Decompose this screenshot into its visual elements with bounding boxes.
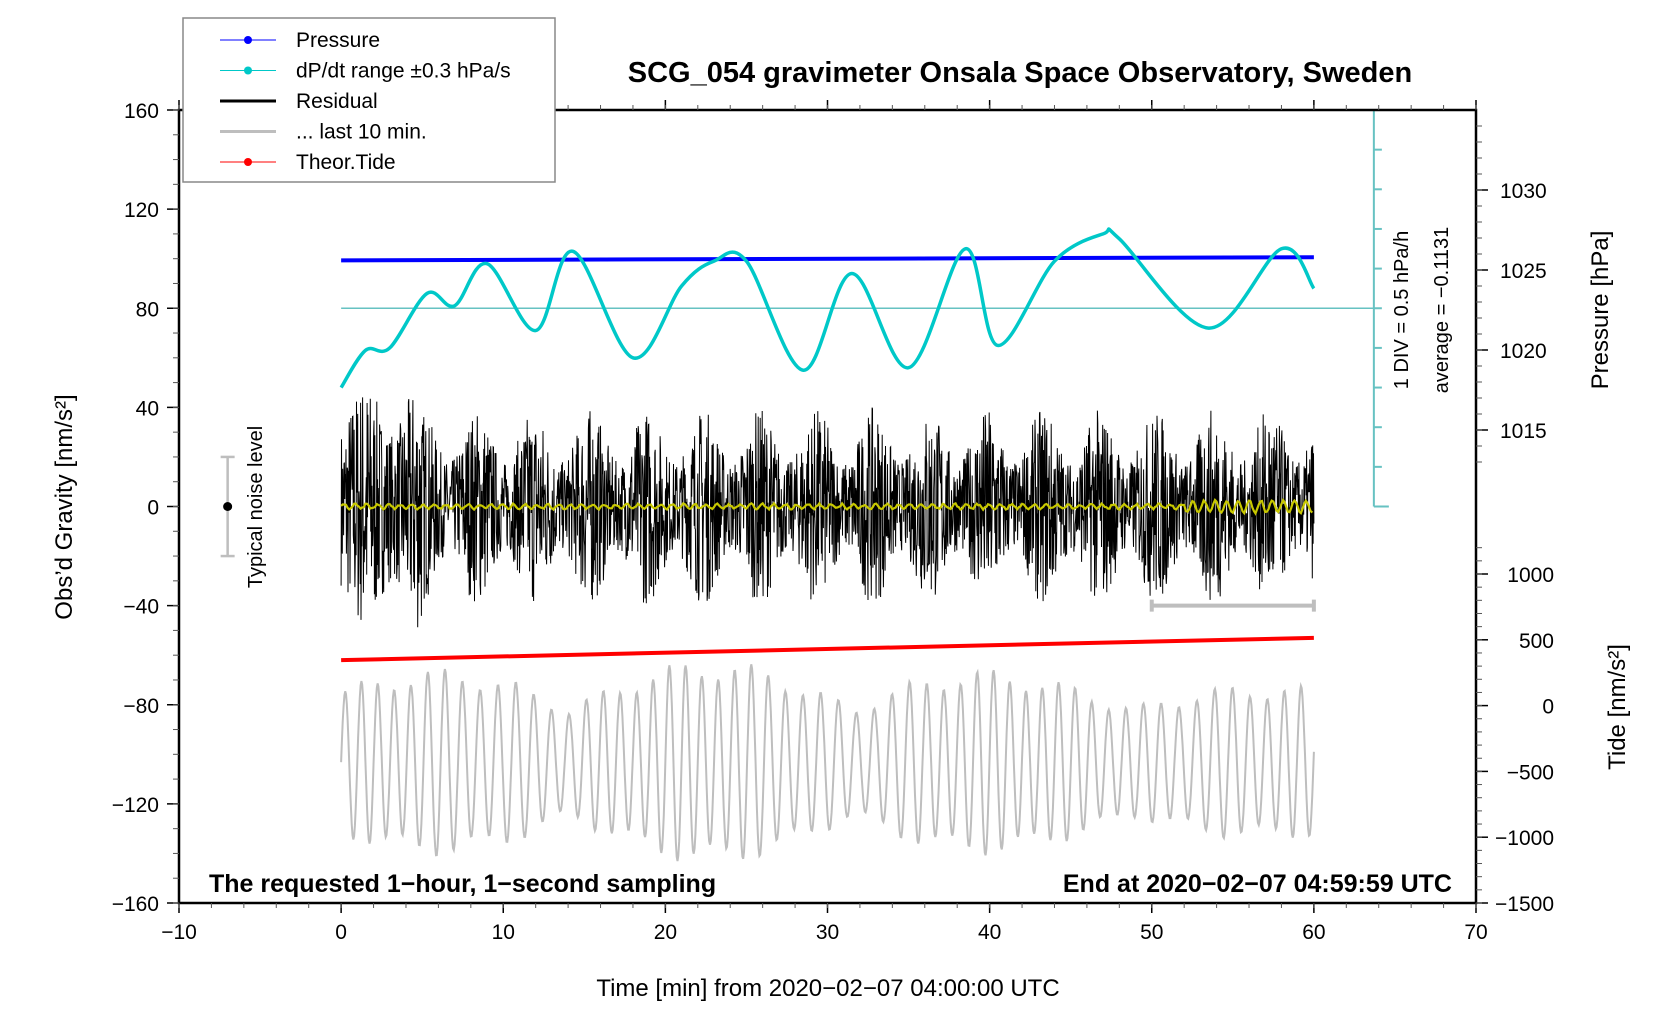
y-tick-label: −160 <box>112 893 159 916</box>
y-tick-label: −40 <box>123 596 159 619</box>
noise-bar-dot <box>223 502 233 511</box>
legend: Pressure dP/dt range ±0.3 hPa/s Residual..… <box>182 17 556 183</box>
axes: −10 0 10 20 30 40 50 60 70−160−120−80−4004080120… <box>112 100 1554 944</box>
x-tick-label: 30 <box>816 921 839 944</box>
y-tick-label: 80 <box>136 298 159 321</box>
legend-marker <box>244 158 252 166</box>
x-tick-label: −10 <box>161 921 197 944</box>
x-axis-label: Time [min] from 2020−02−07 04:00:00 UTC <box>596 975 1059 1002</box>
tide-tick-label: −500 <box>1507 761 1554 784</box>
pressure-line <box>341 255 1314 263</box>
legend-label: dP/dt range ±0.3 hPa/s <box>296 60 511 83</box>
end-time-note: End at 2020−02−07 04:59:59 UTC <box>1063 870 1452 898</box>
tide-series <box>340 664 1315 862</box>
theor-tide-line <box>341 635 1314 663</box>
tide-tick-label: −1000 <box>1495 827 1554 850</box>
tide-axis-label: Tide [nm/s²] <box>1604 644 1631 770</box>
chart-title: SCG_054 gravimeter Onsala Space Observat… <box>628 57 1412 89</box>
x-tick-label: 40 <box>978 921 1001 944</box>
legend-marker <box>244 66 252 75</box>
x-tick-label: 10 <box>492 921 515 944</box>
pressure-tick-label: 1030 <box>1500 180 1547 203</box>
x-tick-label: 50 <box>1140 921 1163 944</box>
legend-label: Residual <box>296 90 378 113</box>
tide-tick-label: −1500 <box>1495 893 1554 916</box>
residual-smoothed-line <box>340 497 1314 516</box>
x-tick-label: 70 <box>1464 921 1487 944</box>
y-tick-label: 0 <box>147 497 159 520</box>
residual-line <box>340 397 1315 628</box>
sampling-note: The requested 1−hour, 1−second sampling <box>209 870 716 898</box>
legend-marker <box>244 36 252 44</box>
overlay-series <box>220 109 1389 663</box>
tide-tick-label: 0 <box>1542 696 1554 719</box>
pressure-tick-label: 1020 <box>1500 340 1547 363</box>
x-tick-label: 60 <box>1302 921 1325 944</box>
tide-tick-label: 1000 <box>1507 564 1554 587</box>
y-axis-label: Obs’d Gravity [nm/s²] <box>51 394 78 619</box>
x-tick-label: 20 <box>654 921 677 944</box>
dpdt-line <box>339 227 1316 389</box>
y-tick-label: 40 <box>136 397 159 420</box>
noise-label: Typical noise level <box>245 426 267 588</box>
dpdt-scale-label: 1 DIV = 0.5 hPa/h <box>1391 231 1413 389</box>
y-tick-label: 160 <box>124 100 159 123</box>
pressure-tick-label: 1015 <box>1500 420 1547 443</box>
pressure-axis-label: Pressure [hPa] <box>1587 231 1614 390</box>
pressure-tick-label: 1025 <box>1500 260 1547 283</box>
x-tick-label: 0 <box>335 921 347 944</box>
y-tick-label: −120 <box>112 794 159 817</box>
residual-series <box>340 397 1315 628</box>
tide-tick-label: 500 <box>1519 630 1554 653</box>
legend-label: ... last 10 min. <box>296 121 427 144</box>
tide-line <box>340 664 1315 862</box>
legend-label: Pressure <box>296 29 380 52</box>
y-tick-label: −80 <box>123 695 159 718</box>
y-tick-label: 120 <box>124 199 159 222</box>
dpdt-average-label: average = −0.1131 <box>1431 227 1453 393</box>
legend-label: Theor.Tide <box>296 151 396 174</box>
